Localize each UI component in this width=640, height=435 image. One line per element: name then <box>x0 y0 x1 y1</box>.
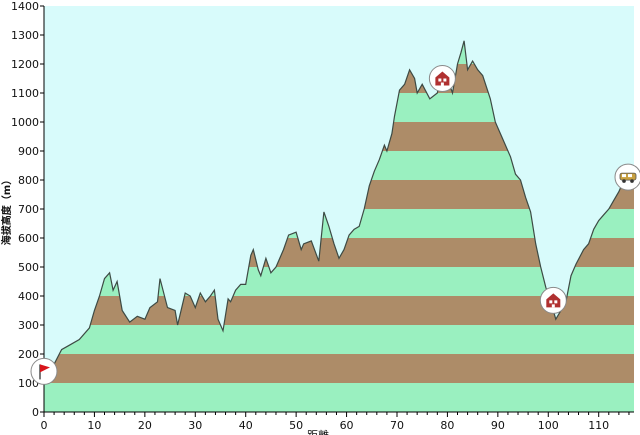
x-tick-label: 80 <box>440 419 454 432</box>
route-markers <box>30 65 640 385</box>
y-tick-label: 1200 <box>11 58 39 71</box>
y-tick-label: 600 <box>18 232 39 245</box>
y-tick-label: 0 <box>32 406 39 419</box>
x-tick-label: 0 <box>41 419 48 432</box>
elevation-band <box>44 354 634 383</box>
end-marker <box>614 163 640 191</box>
y-tick-label: 1000 <box>11 116 39 129</box>
x-tick-label: 50 <box>289 419 303 432</box>
hut-2-marker <box>539 286 567 314</box>
start-marker <box>30 357 58 385</box>
y-tick-label: 800 <box>18 174 39 187</box>
x-tick-label: 20 <box>138 419 152 432</box>
x-tick-label: 60 <box>340 419 354 432</box>
y-tick-label: 1100 <box>11 87 39 100</box>
flag-icon <box>39 364 50 380</box>
hut-icon <box>546 293 561 308</box>
x-tick-label: 110 <box>588 419 609 432</box>
y-tick-label: 1400 <box>11 0 39 13</box>
y-tick-label: 500 <box>18 261 39 274</box>
x-tick-label: 70 <box>390 419 404 432</box>
y-tick-label: 700 <box>18 203 39 216</box>
hut-icon <box>435 71 450 86</box>
hut-1-marker <box>428 65 456 92</box>
y-tick-label: 300 <box>18 319 39 332</box>
x-tick-label: 10 <box>87 419 101 432</box>
elevation-profile-line <box>43 40 635 375</box>
x-axis-ticks: 0 10 20 30 40 50 60 70 80 90 100 110 <box>41 412 630 432</box>
x-tick-label: 90 <box>491 419 505 432</box>
x-tick-label: 40 <box>239 419 253 432</box>
elevation-band <box>44 325 634 354</box>
x-tick-label: 30 <box>188 419 202 432</box>
y-axis-ticks: 0 100 200 300 400 500 600 700 800 900 1000 1100 1200… <box>11 0 44 419</box>
vehicle-icon <box>619 172 637 183</box>
y-tick-label: 900 <box>18 145 39 158</box>
y-tick-label: 100 <box>18 377 39 390</box>
x-axis-label: 距離 <box>307 428 329 435</box>
y-axis-label: 海拔高度（m） <box>0 175 13 245</box>
y-tick-label: 1300 <box>11 29 39 42</box>
elevation-band <box>44 383 634 412</box>
y-tick-label: 200 <box>18 348 39 361</box>
y-tick-label: 400 <box>18 290 39 303</box>
x-tick-label: 100 <box>538 419 559 432</box>
